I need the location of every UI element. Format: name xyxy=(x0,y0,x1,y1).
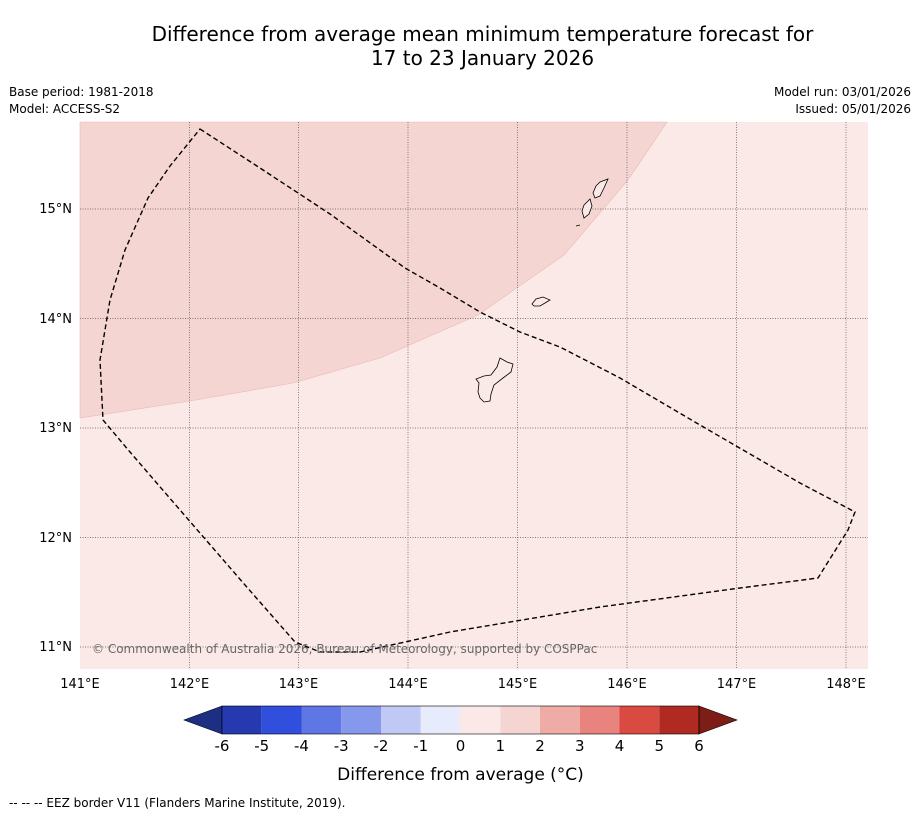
colorbar-tick: 5 xyxy=(654,737,664,755)
lon-label-148: 148°E xyxy=(826,677,866,692)
colorbar-segment xyxy=(301,706,342,734)
lat-label-12: 12°N xyxy=(39,531,72,546)
tinian-island xyxy=(581,198,593,219)
colorbar-tick: -6 xyxy=(215,737,230,755)
colorbar-segment xyxy=(381,706,421,734)
colorbar-tick: -3 xyxy=(334,737,349,755)
lon-label-141: 141°E xyxy=(60,677,100,692)
run-info: Model run: 03/01/2026 Issued: 05/01/2026 xyxy=(774,84,911,118)
colorbar-over-arrow xyxy=(698,705,738,735)
aguijan-island xyxy=(575,224,581,227)
colorbar-tick: 2 xyxy=(535,737,545,755)
issued-date: Issued: 05/01/2026 xyxy=(795,102,911,116)
colorbar-tick-labels: -6 -5 -4 -3 -2 -1 0 1 2 3 4 5 6 xyxy=(215,737,704,755)
model-run: Model run: 03/01/2026 xyxy=(773,85,911,99)
lon-label-142: 142°E xyxy=(170,677,210,692)
colorbar-segment xyxy=(341,706,381,734)
colorbar-tick: -1 xyxy=(413,737,428,755)
colorbar-tick: -2 xyxy=(374,737,389,755)
colorbar-tick: -4 xyxy=(294,737,309,755)
guam-island xyxy=(475,357,514,403)
model-name: Model: ACCESS-S2 xyxy=(9,102,121,116)
lat-label-13: 13°N xyxy=(39,421,72,436)
islands xyxy=(475,178,609,403)
colorbar-segment xyxy=(460,706,501,734)
map-title: Difference from average mean minimum tem… xyxy=(0,22,919,70)
colorbar-segment xyxy=(619,706,660,734)
title-line-1: Difference from average mean minimum tem… xyxy=(151,22,814,46)
graticule xyxy=(80,122,868,669)
colorbar-segment xyxy=(540,706,580,734)
base-period: Base period: 1981-2018 xyxy=(9,85,154,99)
colorbar-tick: -5 xyxy=(254,737,269,755)
rota-island xyxy=(531,296,551,307)
colorbar-tick: 0 xyxy=(456,737,466,755)
lat-axis-labels: 15°N 14°N 13°N 12°N 11°N xyxy=(39,202,72,655)
title-line-2: 17 to 23 January 2026 xyxy=(370,46,595,70)
forecast-map: © Commonwealth of Australia 2026, Bureau… xyxy=(39,121,868,785)
lat-label-11: 11°N xyxy=(39,640,72,655)
lon-label-145: 145°E xyxy=(498,677,538,692)
colorbar-under-arrow xyxy=(183,705,223,735)
anomaly-region xyxy=(79,121,668,419)
colorbar-label: Difference from average (°C) xyxy=(337,765,584,785)
lon-label-143: 143°E xyxy=(279,677,319,692)
colorbar-segment xyxy=(420,706,461,734)
saipan-island xyxy=(592,178,609,199)
colorbar-segment xyxy=(659,706,699,734)
colorbar-tick: 6 xyxy=(694,737,704,755)
colorbar-tick: 4 xyxy=(615,737,625,755)
colorbar-segment xyxy=(579,706,620,734)
lon-label-144: 144°E xyxy=(388,677,428,692)
model-info: Base period: 1981-2018 Model: ACCESS-S2 xyxy=(9,84,154,118)
eez-legend-footer: -- -- -- EEZ border V11 (Flanders Marine… xyxy=(9,796,346,810)
colorbar: -6 -5 -4 -3 -2 -1 0 1 2 3 4 5 6 Differen… xyxy=(183,705,738,785)
copyright-text: © Commonwealth of Australia 2026, Bureau… xyxy=(92,642,597,656)
colorbar-segment xyxy=(500,706,540,734)
colorbar-tick: 3 xyxy=(575,737,585,755)
lat-label-15: 15°N xyxy=(39,202,72,217)
lat-label-14: 14°N xyxy=(39,312,72,327)
eez-border xyxy=(99,128,856,653)
lon-axis-labels: 141°E 142°E 143°E 144°E 145°E 146°E 147°… xyxy=(60,677,866,692)
colorbar-segment xyxy=(261,706,302,734)
colorbar-tick: 1 xyxy=(495,737,505,755)
colorbar-frame xyxy=(221,705,700,735)
colorbar-segment xyxy=(222,706,262,734)
lon-label-147: 147°E xyxy=(717,677,757,692)
lon-label-146: 146°E xyxy=(607,677,647,692)
